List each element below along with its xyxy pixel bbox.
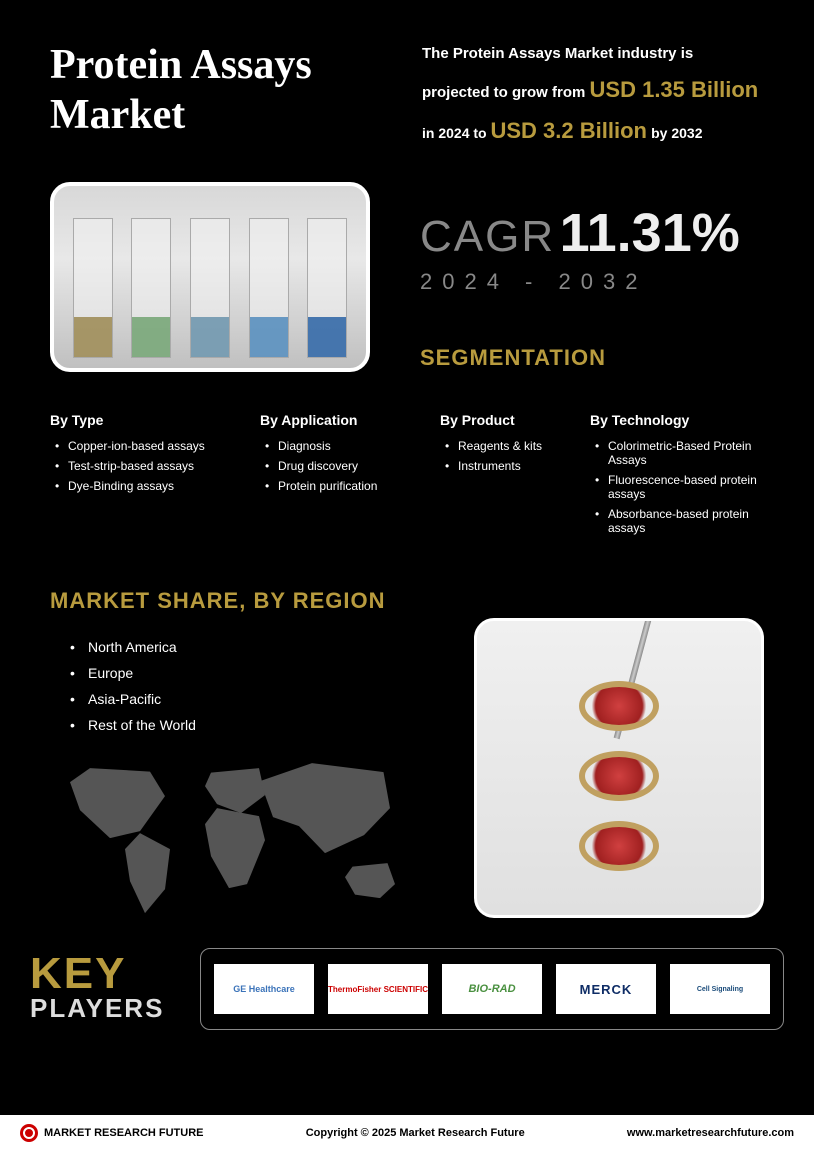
list-item: Diagnosis xyxy=(260,436,425,456)
world-map-icon xyxy=(50,758,420,928)
year-to: by 2032 xyxy=(651,125,702,141)
player-logo-merck: MERCK xyxy=(556,964,656,1014)
hero-image-cuvettes xyxy=(50,182,370,372)
segment-title: By Technology xyxy=(590,412,784,428)
players-box: GE Healthcare ThermoFisher SCIENTIFIC BI… xyxy=(200,948,784,1030)
list-item: Test-strip-based assays xyxy=(50,456,245,476)
list-item: Instruments xyxy=(440,456,575,476)
cuvette-icon xyxy=(190,218,230,358)
tube-icon xyxy=(579,681,659,731)
player-logo-ge: GE Healthcare xyxy=(214,964,314,1014)
list-item: Dye-Binding assays xyxy=(50,476,245,496)
cuvette-icon xyxy=(73,218,113,358)
key-players-label: KEY PLAYERS xyxy=(30,954,180,1025)
brand-name: MARKET RESEARCH FUTURE xyxy=(44,1127,204,1139)
value-from: USD 1.35 Billion xyxy=(590,77,759,102)
list-item: North America xyxy=(70,634,444,660)
list-item: Protein purification xyxy=(260,476,425,496)
tube-icon xyxy=(579,751,659,801)
player-logo-thermo: ThermoFisher SCIENTIFIC xyxy=(328,964,428,1014)
list-item: Asia-Pacific xyxy=(70,686,444,712)
list-item: Colorimetric-Based Protein Assays xyxy=(590,436,784,470)
region-heading: MARKET SHARE, BY REGION xyxy=(50,588,444,614)
segment-title: By Product xyxy=(440,412,575,428)
cuvette-icon xyxy=(131,218,171,358)
segment-title: By Application xyxy=(260,412,425,428)
lab-image xyxy=(474,618,764,918)
brand-logo-icon xyxy=(20,1124,38,1142)
list-item: Europe xyxy=(70,660,444,686)
player-logo-biorad: BIO-RAD xyxy=(442,964,542,1014)
segment-technology: By Technology Colorimetric-Based Protein… xyxy=(590,412,784,538)
list-item: Reagents & kits xyxy=(440,436,575,456)
footer-brand: MARKET RESEARCH FUTURE xyxy=(20,1124,204,1142)
year-from: in 2024 to xyxy=(422,125,490,141)
tube-icon xyxy=(579,821,659,871)
projection-text: The Protein Assays Market industry is pr… xyxy=(422,40,764,152)
cagr-label: CAGR xyxy=(420,212,555,261)
segment-type: By Type Copper-ion-based assays Test-str… xyxy=(50,412,245,538)
footer: MARKET RESEARCH FUTURE Copyright © 2025 … xyxy=(0,1115,814,1150)
list-item: Absorbance-based protein assays xyxy=(590,504,784,538)
segment-application: By Application Diagnosis Drug discovery … xyxy=(260,412,425,538)
footer-url: www.marketresearchfuture.com xyxy=(627,1127,794,1139)
cagr-period: 2024 - 2032 xyxy=(420,269,764,295)
list-item: Rest of the World xyxy=(70,712,444,738)
key-word: KEY xyxy=(30,954,180,994)
cuvette-icon xyxy=(249,218,289,358)
cagr-value: 11.31% xyxy=(560,203,740,263)
segment-product: By Product Reagents & kits Instruments xyxy=(440,412,575,538)
list-item: Fluorescence-based protein assays xyxy=(590,470,784,504)
list-item: Copper-ion-based assays xyxy=(50,436,245,456)
player-logo-cell: Cell Signaling xyxy=(670,964,770,1014)
segmentation-heading: SEGMENTATION xyxy=(420,345,764,371)
copyright-text: Copyright © 2025 Market Research Future xyxy=(306,1127,525,1139)
value-to: USD 3.2 Billion xyxy=(490,118,646,143)
list-item: Drug discovery xyxy=(260,456,425,476)
segment-title: By Type xyxy=(50,412,245,428)
cuvette-icon xyxy=(307,218,347,358)
page-title: Protein Assays Market xyxy=(50,40,392,152)
players-word: PLAYERS xyxy=(30,993,180,1024)
